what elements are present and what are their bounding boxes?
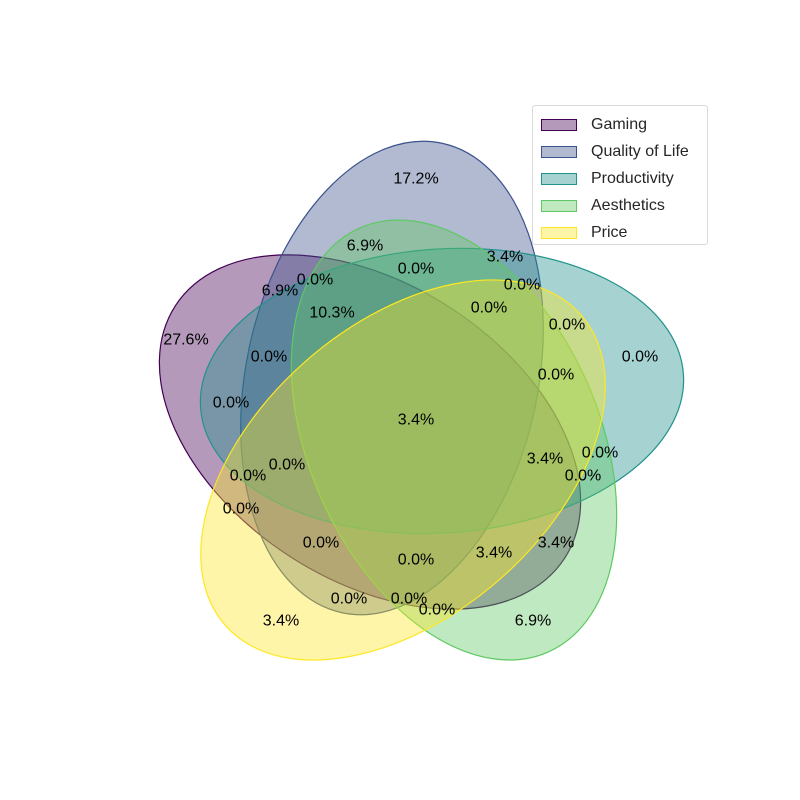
legend-swatch-aesthetics bbox=[541, 199, 577, 212]
region-label: 6.9% bbox=[262, 283, 298, 300]
region-label: 0.0% bbox=[251, 349, 287, 366]
region-label: 3.4% bbox=[487, 249, 523, 266]
legend-swatch-gaming bbox=[541, 118, 577, 131]
region-label: 3.4% bbox=[538, 535, 574, 552]
region-label: 0.0% bbox=[622, 349, 658, 366]
region-label: 0.0% bbox=[391, 591, 427, 608]
region-label: 6.9% bbox=[347, 238, 383, 255]
legend-item-productivity: Productivity bbox=[541, 165, 707, 192]
legend-label-aesthetics: Aesthetics bbox=[591, 196, 665, 214]
region-label: 0.0% bbox=[398, 261, 434, 278]
region-label: 3.4% bbox=[398, 412, 434, 429]
set-ellipse-quality-of-life bbox=[240, 140, 544, 616]
set-ellipse-aesthetics bbox=[290, 219, 618, 661]
region-label: 6.9% bbox=[515, 613, 551, 630]
region-label: 3.4% bbox=[263, 613, 299, 630]
region-label: 10.3% bbox=[309, 305, 354, 322]
region-label: 0.0% bbox=[269, 457, 305, 474]
legend: Gaming Quality of Life Productivity Aest… bbox=[532, 105, 708, 245]
region-label: 0.0% bbox=[582, 445, 618, 462]
region-label: 0.0% bbox=[331, 591, 367, 608]
set-ellipses bbox=[158, 140, 685, 661]
legend-label-quality-of-life: Quality of Life bbox=[591, 142, 689, 160]
legend-item-aesthetics: Aesthetics bbox=[541, 192, 707, 219]
set-ellipse-price bbox=[200, 279, 606, 661]
region-labels: 27.6%17.2%0.0%6.9%3.4%3.4%6.9%0.0%6.9%3.… bbox=[163, 171, 658, 630]
region-label: 0.0% bbox=[398, 552, 434, 569]
region-label: 0.0% bbox=[549, 317, 585, 334]
region-label: 17.2% bbox=[393, 171, 438, 188]
set-ellipse-gaming bbox=[158, 254, 582, 610]
region-label: 0.0% bbox=[223, 501, 259, 518]
region-label: 0.0% bbox=[297, 272, 333, 289]
region-label: 0.0% bbox=[213, 395, 249, 412]
region-label: 0.0% bbox=[538, 367, 574, 384]
legend-label-price: Price bbox=[591, 223, 628, 241]
legend-item-gaming: Gaming bbox=[541, 111, 707, 138]
legend-label-productivity: Productivity bbox=[591, 169, 674, 187]
set-ellipse-productivity bbox=[199, 247, 685, 535]
region-label: 0.0% bbox=[471, 300, 507, 317]
legend-item-price: Price bbox=[541, 219, 707, 246]
legend-swatch-productivity bbox=[541, 172, 577, 185]
legend-item-quality-of-life: Quality of Life bbox=[541, 138, 707, 165]
legend-swatch-quality-of-life bbox=[541, 145, 577, 158]
region-label: 0.0% bbox=[303, 535, 339, 552]
region-label: 27.6% bbox=[163, 332, 208, 349]
region-label: 0.0% bbox=[565, 468, 601, 485]
legend-label-gaming: Gaming bbox=[591, 115, 648, 133]
region-label: 0.0% bbox=[230, 468, 266, 485]
region-label: 0.0% bbox=[504, 277, 540, 294]
region-label: 3.4% bbox=[476, 545, 512, 562]
legend-swatch-price bbox=[541, 226, 577, 239]
region-label: 0.0% bbox=[419, 602, 455, 619]
region-label: 3.4% bbox=[527, 451, 563, 468]
